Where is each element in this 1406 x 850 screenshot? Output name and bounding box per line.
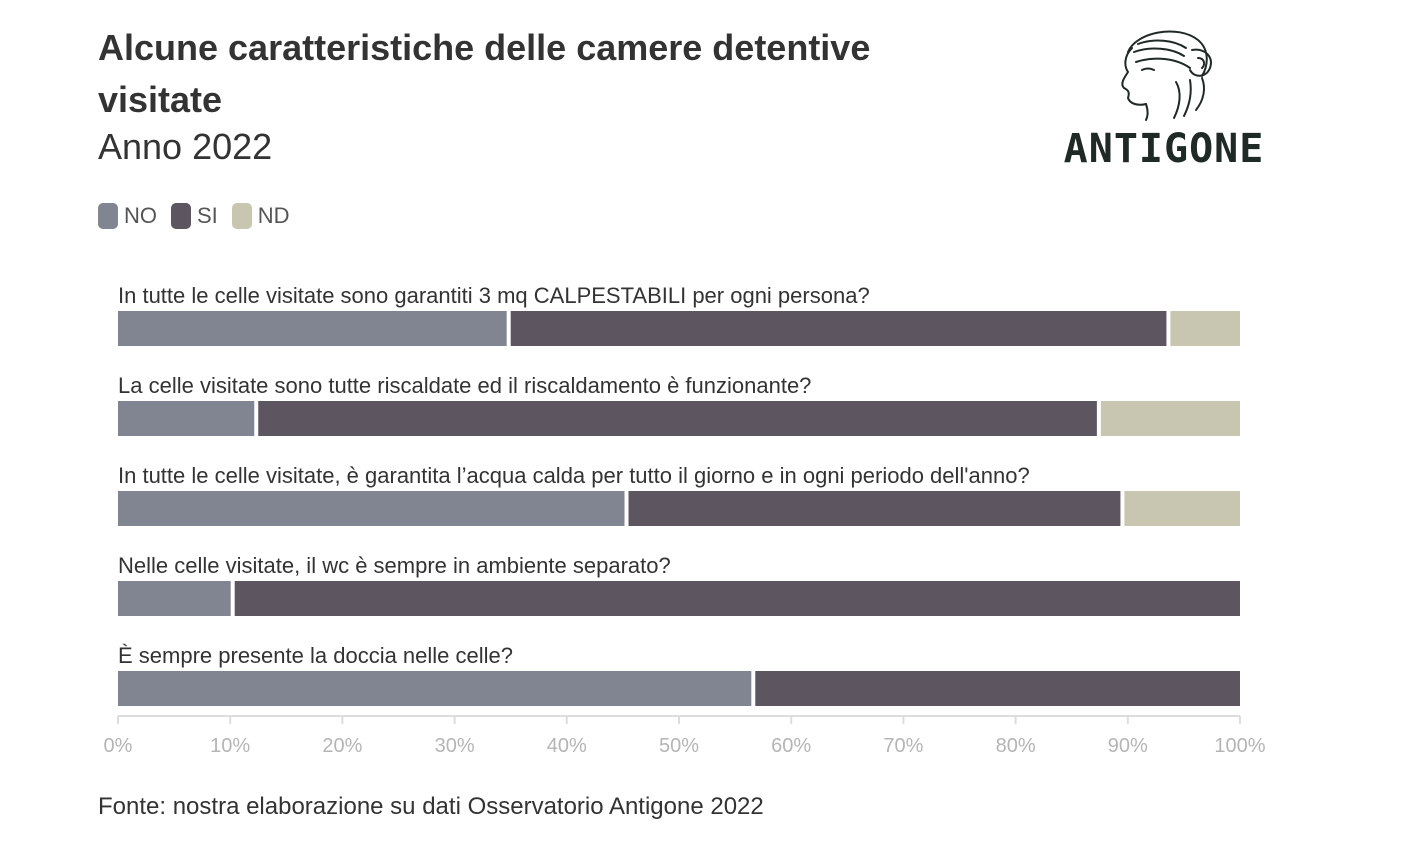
legend-item-si: SI bbox=[171, 203, 218, 229]
stacked-bar-chart: In tutte le celle visitate sono garantit… bbox=[104, 283, 1266, 757]
bar-segment-no bbox=[118, 401, 255, 436]
bar-segment-si bbox=[755, 671, 1240, 706]
bar-segment-nd bbox=[1100, 401, 1240, 436]
legend-item-nd: ND bbox=[231, 203, 290, 229]
bar-segment-no bbox=[118, 581, 231, 616]
x-tick-label: 40% bbox=[547, 735, 587, 757]
bar-segment-no bbox=[118, 671, 752, 706]
x-tick-label: 100% bbox=[1214, 735, 1265, 757]
category-label: Nelle celle visitate, il wc è sempre in … bbox=[118, 553, 671, 578]
category-label: In tutte le celle visitate, è garantita … bbox=[118, 463, 1030, 488]
chart-title: Alcune caratteristiche delle camere dete… bbox=[98, 27, 871, 120]
x-tick-label: 90% bbox=[1108, 735, 1148, 757]
x-tick-label: 80% bbox=[996, 735, 1036, 757]
legend-swatch-no bbox=[98, 203, 118, 229]
x-tick-label: 60% bbox=[771, 735, 811, 757]
source-note: Fonte: nostra elaborazione su dati Osser… bbox=[98, 793, 764, 820]
x-tick-label: 0% bbox=[104, 735, 133, 757]
chart-subtitle: Anno 2022 bbox=[98, 126, 273, 167]
x-tick-label: 50% bbox=[659, 735, 699, 757]
legend: NO SI ND bbox=[98, 203, 290, 229]
bar-segment-si bbox=[258, 401, 1097, 436]
x-tick-label: 30% bbox=[435, 735, 475, 757]
x-tick-label: 20% bbox=[322, 735, 362, 757]
bar-segment-si bbox=[510, 311, 1167, 346]
bar-segment-si bbox=[234, 581, 1241, 616]
legend-swatch-nd bbox=[231, 203, 252, 229]
bar-segment-si bbox=[628, 491, 1121, 526]
goddess-head-icon bbox=[1121, 30, 1212, 121]
x-tick-label: 10% bbox=[210, 735, 250, 757]
category-label: In tutte le celle visitate sono garantit… bbox=[118, 283, 870, 308]
logo-wordmark: ANTIGONE bbox=[1063, 126, 1265, 172]
bar-segment-no bbox=[118, 311, 507, 346]
x-tick-label: 70% bbox=[883, 735, 923, 757]
antigone-logo: ANTIGONE bbox=[1058, 22, 1270, 178]
legend-swatch-si bbox=[171, 203, 191, 229]
legend-label-nd: ND bbox=[257, 203, 290, 228]
legend-label-si: SI bbox=[197, 203, 218, 228]
category-label: È sempre presente la doccia nelle celle? bbox=[118, 643, 513, 668]
legend-item-no: NO bbox=[98, 203, 157, 229]
category-label: La celle visitate sono tutte riscaldate … bbox=[118, 373, 811, 398]
bar-segment-no bbox=[118, 491, 625, 526]
legend-label-no: NO bbox=[124, 203, 157, 228]
bar-segment-nd bbox=[1124, 491, 1240, 526]
bar-segment-nd bbox=[1170, 311, 1240, 346]
